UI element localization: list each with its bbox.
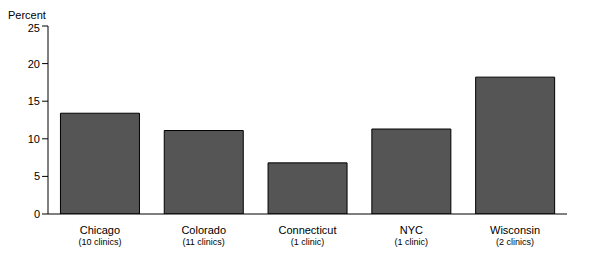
svg-text:(1 clinic): (1 clinic) <box>291 237 325 247</box>
svg-text:5: 5 <box>34 170 40 182</box>
svg-text:(10 clinics): (10 clinics) <box>78 237 121 247</box>
svg-text:25: 25 <box>28 22 40 34</box>
svg-text:0: 0 <box>34 208 40 220</box>
svg-text:10: 10 <box>28 133 40 145</box>
svg-text:(2 clinics): (2 clinics) <box>496 237 534 247</box>
svg-text:(1 clinic): (1 clinic) <box>395 237 429 247</box>
html-text:Percent: Percent <box>8 9 46 21</box>
svg-text:Wisconsin: Wisconsin <box>490 224 540 236</box>
svg-text:Chicago: Chicago <box>80 224 120 236</box>
svg-text:(11 clinics): (11 clinics) <box>183 237 225 247</box>
svg-text:20: 20 <box>28 58 40 70</box>
svg-text:Colorado: Colorado <box>181 224 226 236</box>
svg-text:Connecticut: Connecticut <box>278 224 336 236</box>
svg-text:15: 15 <box>28 95 40 107</box>
svg-text:NYC: NYC <box>400 224 423 236</box>
